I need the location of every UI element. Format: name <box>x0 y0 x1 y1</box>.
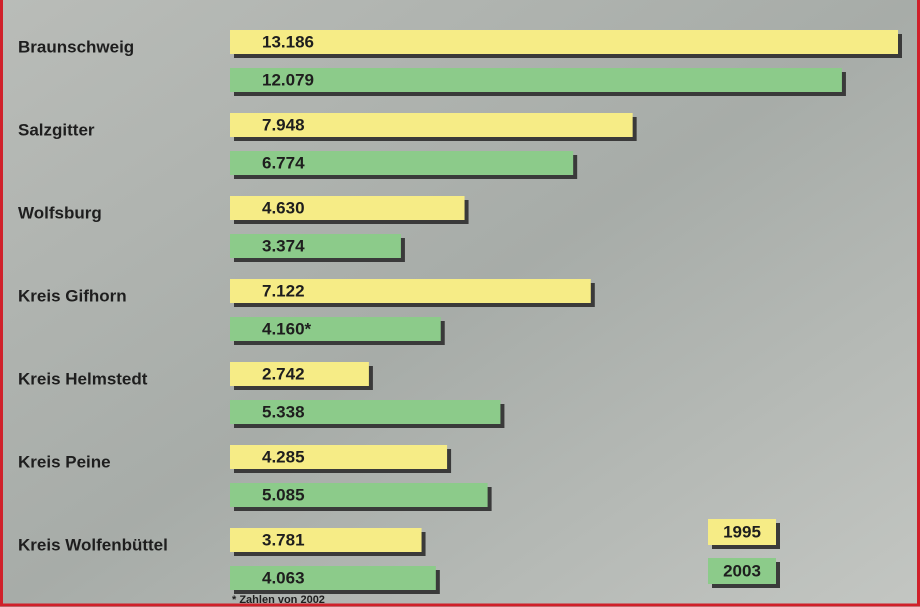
value-label: 5.338 <box>262 402 305 421</box>
bar <box>230 30 898 54</box>
value-label: 3.781 <box>262 530 305 549</box>
value-label: 7.948 <box>262 115 305 134</box>
category-label: Kreis Helmstedt <box>18 369 148 388</box>
bar <box>230 528 422 552</box>
value-label: 4.160* <box>262 319 312 338</box>
value-label: 7.122 <box>262 281 305 300</box>
category-label: Kreis Wolfenbüttel <box>18 535 168 554</box>
category-label: Braunschweig <box>18 37 134 56</box>
chart: * Zahlen von 2002 Braunschweig 13.186 12.0… <box>0 0 920 607</box>
value-label: 4.285 <box>262 447 305 466</box>
category-label: Kreis Gifhorn <box>18 286 127 305</box>
value-label: 4.630 <box>262 198 305 217</box>
bar <box>230 234 401 258</box>
bar <box>230 566 436 590</box>
category-label: Wolfsburg <box>18 203 102 222</box>
bar <box>230 68 842 92</box>
value-label: 3.374 <box>262 236 305 255</box>
category-label: Kreis Peine <box>18 452 111 471</box>
value-label: 12.079 <box>262 70 314 89</box>
value-label: 4.063 <box>262 568 305 587</box>
footnote: * Zahlen von 2002 <box>232 594 325 606</box>
value-label: 5.085 <box>262 485 305 504</box>
value-label: 2.742 <box>262 364 305 383</box>
value-label: 6.774 <box>262 153 305 172</box>
value-label: 13.186 <box>262 32 314 51</box>
legend-label: 1995 <box>723 522 761 541</box>
legend-label: 2003 <box>723 561 761 580</box>
category-label: Salzgitter <box>18 120 95 139</box>
